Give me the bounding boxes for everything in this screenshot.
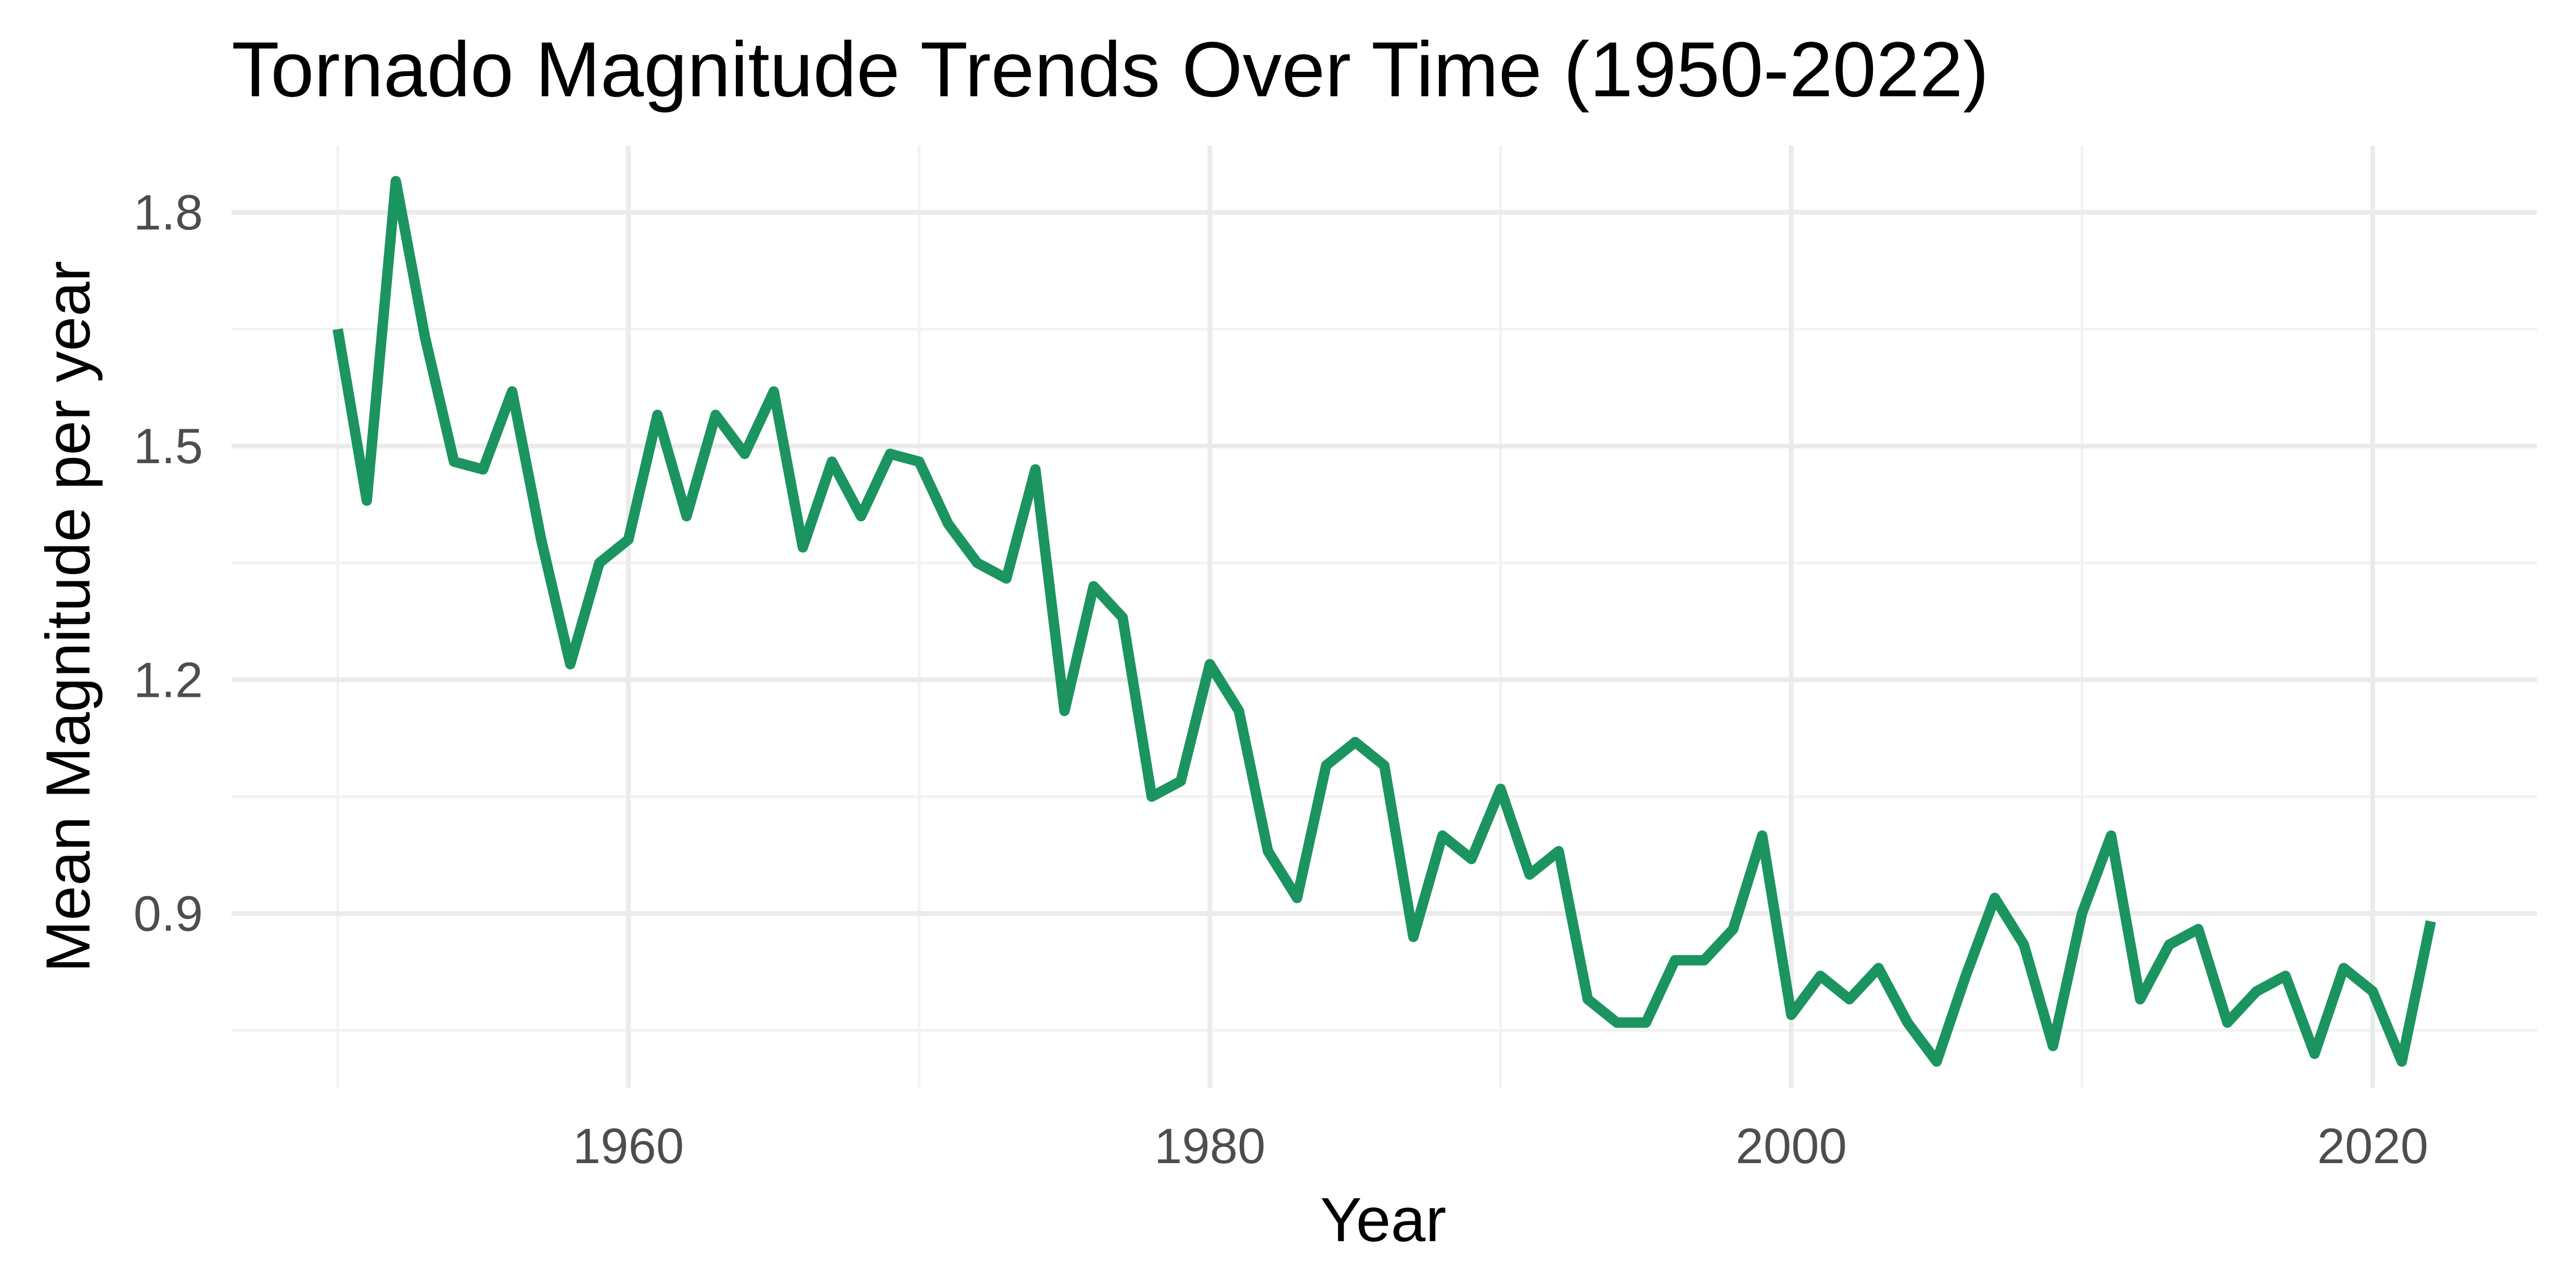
x-tick-label: 2020: [2317, 1118, 2429, 1174]
y-axis-title: Mean Magnitude per year: [33, 261, 103, 972]
x-tick-label: 2000: [1736, 1118, 1847, 1174]
x-axis-tick-labels: 1960 1980 2000 2020: [573, 1118, 2428, 1174]
y-tick-label: 1.5: [134, 418, 203, 474]
y-tick-label: 0.9: [134, 886, 203, 941]
series-layer: [333, 176, 2436, 1067]
y-tick-label: 1.2: [134, 652, 203, 708]
x-tick-label: 1980: [1154, 1118, 1266, 1174]
y-tick-label: 1.8: [134, 185, 203, 240]
x-tick-label: 1960: [573, 1118, 684, 1174]
major-gridlines: [232, 146, 2537, 1088]
x-axis-title: Year: [1320, 1185, 1446, 1255]
series-line-1: [333, 176, 2436, 1067]
chart-title: Tornado Magnitude Trends Over Time (1950…: [232, 25, 1989, 113]
minor-gridlines: [232, 146, 2537, 1088]
y-axis-tick-labels: 0.9 1.2 1.5 1.8: [134, 185, 203, 941]
